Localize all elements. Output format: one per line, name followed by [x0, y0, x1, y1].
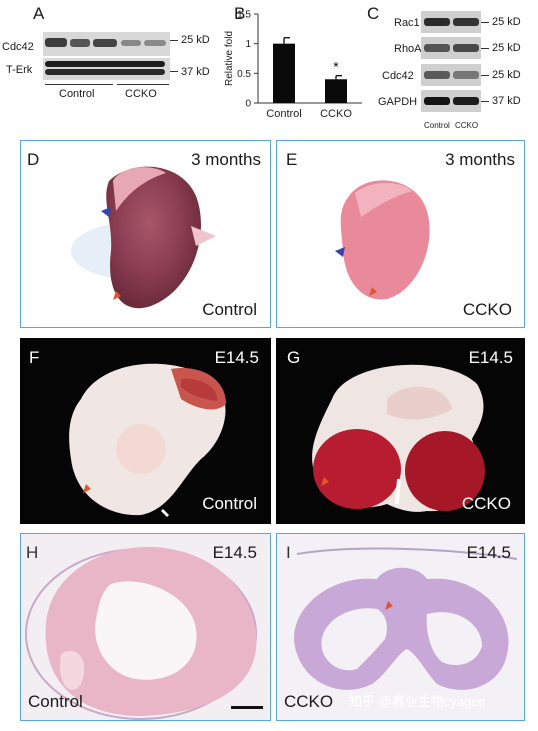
x-tick-label: Control [266, 108, 301, 120]
panel-d-genotype: Control [202, 300, 257, 319]
panel-g-time: E14.5 [468, 348, 513, 367]
panel-e-photo: E 3 months CCKO [276, 140, 525, 328]
panel-f-label: F [29, 348, 40, 367]
x-tick-label: CCKO [320, 108, 352, 120]
panel-h-genotype: Control [28, 692, 83, 711]
panel-h-label: H [26, 543, 39, 562]
blot-c-cdc42 [421, 64, 481, 86]
panel-i-genotype: CCKO [284, 692, 334, 711]
blot-c-label-rac1: Rac1 [394, 17, 420, 29]
panel-f-time: E14.5 [214, 348, 259, 367]
y-tick-label: 1 [245, 39, 251, 50]
panel-g-genotype: CCKO [461, 494, 511, 513]
panel-d-time: 3 months [191, 150, 261, 169]
blot-a-row2-label: T-Erk [6, 64, 33, 76]
watermark: 知乎 @赛业生物cyagen [349, 694, 486, 709]
y-tick-label: 1.5 [237, 10, 251, 21]
blot-a-cdc42 [43, 32, 170, 56]
blot-c-label-rhoa: RhoA [394, 43, 422, 55]
panel-d-label: D [27, 150, 40, 169]
blot-c-size-gapdh: 37 kD [492, 95, 521, 107]
blot-a-group1: Control [59, 88, 95, 100]
blot-c-label-gapdh: GAPDH [378, 96, 418, 108]
panel-h-time: E14.5 [212, 543, 257, 562]
panel-d-photo: D 3 months Control [20, 140, 271, 328]
y-tick-label: 0.5 [237, 69, 251, 80]
panel-h-photo: H E14.5 Control [20, 533, 271, 721]
blot-c-size-cdc42: 25 kD [492, 69, 521, 81]
blot-c-gapdh [421, 90, 481, 112]
significance-marker: * [333, 59, 339, 75]
scale-bar [231, 706, 263, 709]
blot-a-group2: CCKO [125, 88, 157, 100]
panel-e-label: E [286, 150, 298, 169]
panel-c-label: C [367, 4, 380, 23]
panel-e-time: 3 months [445, 150, 515, 169]
y-axis-label: Relative fold [224, 31, 235, 86]
panel-g-photo: G E14.5 CCKO [276, 338, 525, 524]
panel-f-genotype: Control [202, 494, 257, 513]
blot-c-size-rac1: 25 kD [492, 16, 521, 28]
blot-c-rhoa [421, 37, 481, 59]
panel-i-photo: I E14.5 CCKO 知乎 @赛业生物cyagen [276, 533, 525, 721]
blot-c-group1: Control [424, 121, 450, 130]
y-tick-label: 0 [245, 99, 251, 110]
panel-g-label: G [287, 348, 301, 367]
blot-c-size-rhoa: 25 kD [492, 42, 521, 54]
blot-c-label-cdc42: Cdc42 [382, 70, 414, 82]
blot-c-group2: CCKO [455, 121, 479, 130]
blot-a-terk [43, 58, 170, 80]
blot-a-size2: 37 kD [181, 66, 210, 78]
bar-control [273, 43, 295, 103]
panel-e-genotype: CCKO [462, 300, 512, 319]
panel-i-time: E14.5 [466, 543, 511, 562]
panel-b-label: B [234, 4, 246, 23]
panel-a-label: A [33, 4, 45, 23]
blot-a-row1-label: Cdc42 [2, 41, 34, 53]
blot-a-size1: 25 kD [181, 34, 210, 46]
panel-f-photo: F E14.5 Control [20, 338, 271, 524]
blot-c-rac1 [421, 11, 481, 33]
panel-i-label: I [286, 543, 291, 562]
bar-ccko [325, 79, 347, 103]
